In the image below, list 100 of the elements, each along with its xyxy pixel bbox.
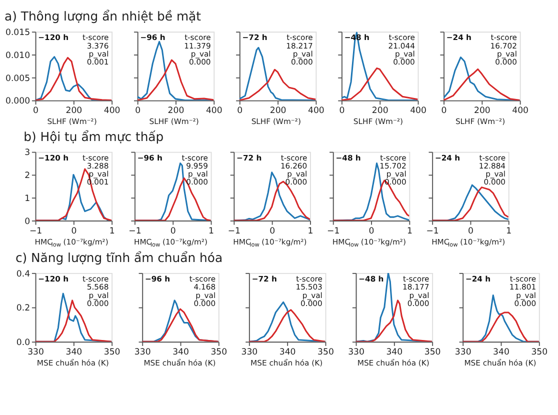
x-tick-label: 350 [531, 348, 548, 358]
annotation: −72 h [242, 33, 268, 42]
annotation: −72 h [236, 153, 262, 162]
y-tick-label: 0 [24, 216, 30, 227]
annotation: −48 h [358, 274, 384, 284]
annotation: −96 h [140, 33, 166, 42]
annotation: 15.503 [296, 282, 323, 292]
x-tick-label: 350 [104, 348, 120, 358]
x-tick-label: 400 [410, 106, 426, 116]
x-tick-label: 400 [308, 106, 324, 116]
annotation: 21.044 [388, 41, 416, 50]
annotation: 0.000 [484, 178, 506, 187]
x-tick-label: 0 [468, 226, 474, 236]
annotation: p_val [386, 170, 406, 179]
annotation: 9.959 [186, 162, 208, 171]
annotation: p_val [196, 290, 216, 300]
annotation: 0.000 [285, 178, 308, 187]
annotation: −72 h [252, 274, 277, 284]
annotation: −48 h [336, 153, 361, 162]
x-axis-title: SLHF (Wm⁻²) [353, 117, 404, 126]
annotation: 16.702 [490, 41, 518, 50]
x-tick-label: 340 [493, 348, 510, 358]
annotation: t-score [490, 33, 518, 42]
annotation: p_val [88, 49, 109, 58]
annotation: t-score [479, 153, 506, 162]
annotation: p_val [190, 49, 211, 58]
annotation: 18.177 [402, 282, 430, 292]
y-tick-label: 0.000 [5, 96, 30, 107]
annotation: 0.000 [514, 298, 536, 308]
chart-title: a) Thông lượng ẩn nhiệt bề mặt [4, 8, 202, 24]
annotation: −24 h [446, 33, 472, 42]
annotation: 16.260 [280, 162, 308, 171]
x-tick-label: 200 [66, 106, 82, 116]
y-tick-label: 0.010 [5, 50, 30, 61]
annotation: 0.000 [393, 58, 416, 67]
annotation: 0.000 [186, 178, 208, 187]
annotation: −96 h [144, 274, 170, 284]
x-tick-label: 0 [368, 226, 374, 236]
x-tick-label: 400 [206, 106, 222, 116]
x-tick-label: 0 [441, 106, 447, 116]
x-tick-label: −1 [327, 226, 340, 236]
x-tick-label: 1 [506, 226, 512, 236]
chart-title: b) Hội tụ ẩm mực thấp [24, 128, 164, 144]
x-axis-title: MSE chuẩn hóa (K) [357, 358, 430, 368]
annotation: t-score [388, 33, 416, 42]
x-tick-label: 350 [424, 348, 441, 358]
x-tick-label: 330 [241, 348, 258, 358]
annotation: t-score [280, 153, 308, 162]
x-tick-label: 400 [512, 106, 529, 116]
annotation: t-score [296, 274, 323, 284]
y-tick-label: 0.0 [16, 338, 30, 348]
x-tick-label: 330 [134, 348, 151, 358]
x-tick-label: 340 [386, 348, 403, 358]
y-tick-label: 0.015 [5, 28, 30, 38]
annotation: t-score [182, 153, 208, 162]
annotation: 3.376 [86, 41, 109, 50]
x-axis-title: SLHF (Wm⁻²) [455, 117, 506, 126]
y-tick-label: 2 [24, 171, 30, 182]
x-tick-label: 1 [109, 226, 115, 236]
annotation: t-score [184, 33, 212, 42]
annotation: 15.702 [380, 162, 406, 171]
x-tick-label: 330 [348, 348, 364, 358]
annotation: 0.000 [407, 298, 430, 308]
x-tick-label: 0 [33, 106, 39, 116]
x-tick-label: −1 [128, 226, 142, 236]
x-tick-label: 1 [208, 226, 214, 236]
x-axis-title: SLHF (Wm⁻²) [149, 117, 199, 126]
annotation: t-score [82, 153, 110, 162]
x-axis-title: MSE chuẩn hóa (K) [464, 358, 536, 368]
x-tick-label: 0 [71, 226, 77, 236]
x-tick-label: 330 [28, 348, 44, 358]
annotation: 12.884 [478, 162, 506, 171]
y-tick-label: 3 [24, 148, 30, 158]
annotation: 0.000 [495, 58, 518, 67]
x-tick-label: 0 [170, 226, 176, 236]
x-tick-label: 400 [104, 106, 120, 116]
annotation: 5.568 [86, 282, 109, 292]
x-tick-label: −1 [29, 226, 42, 236]
annotation: 0.000 [188, 58, 211, 67]
annotation: 11.379 [184, 41, 211, 50]
x-axis-title: SLHF (Wm⁻²) [251, 117, 301, 126]
x-axis-title: MSE chuẩn hóa (K) [36, 358, 109, 368]
annotation: 0.000 [291, 58, 313, 67]
annotation: p_val [409, 290, 430, 300]
x-axis-title: MSE chuẩn hóa (K) [250, 358, 323, 368]
x-tick-label: 0 [237, 106, 243, 116]
x-tick-label: 200 [474, 106, 490, 116]
chart-title: c) Năng lượng tĩnh ẩm chuẩn hóa [15, 250, 223, 265]
x-tick-label: −1 [228, 226, 240, 236]
x-tick-label: 350 [210, 348, 228, 358]
x-tick-label: 200 [168, 106, 184, 116]
x-tick-label: 330 [454, 348, 472, 358]
annotation: −96 h [137, 153, 162, 162]
annotation: p_val [497, 49, 517, 58]
annotation: 0.000 [86, 298, 109, 308]
annotation: t-score [510, 274, 536, 284]
x-tick-label: 350 [318, 348, 334, 358]
annotation: p_val [516, 290, 536, 300]
annotation: t-score [82, 274, 110, 284]
annotation: 11.801 [509, 282, 536, 292]
